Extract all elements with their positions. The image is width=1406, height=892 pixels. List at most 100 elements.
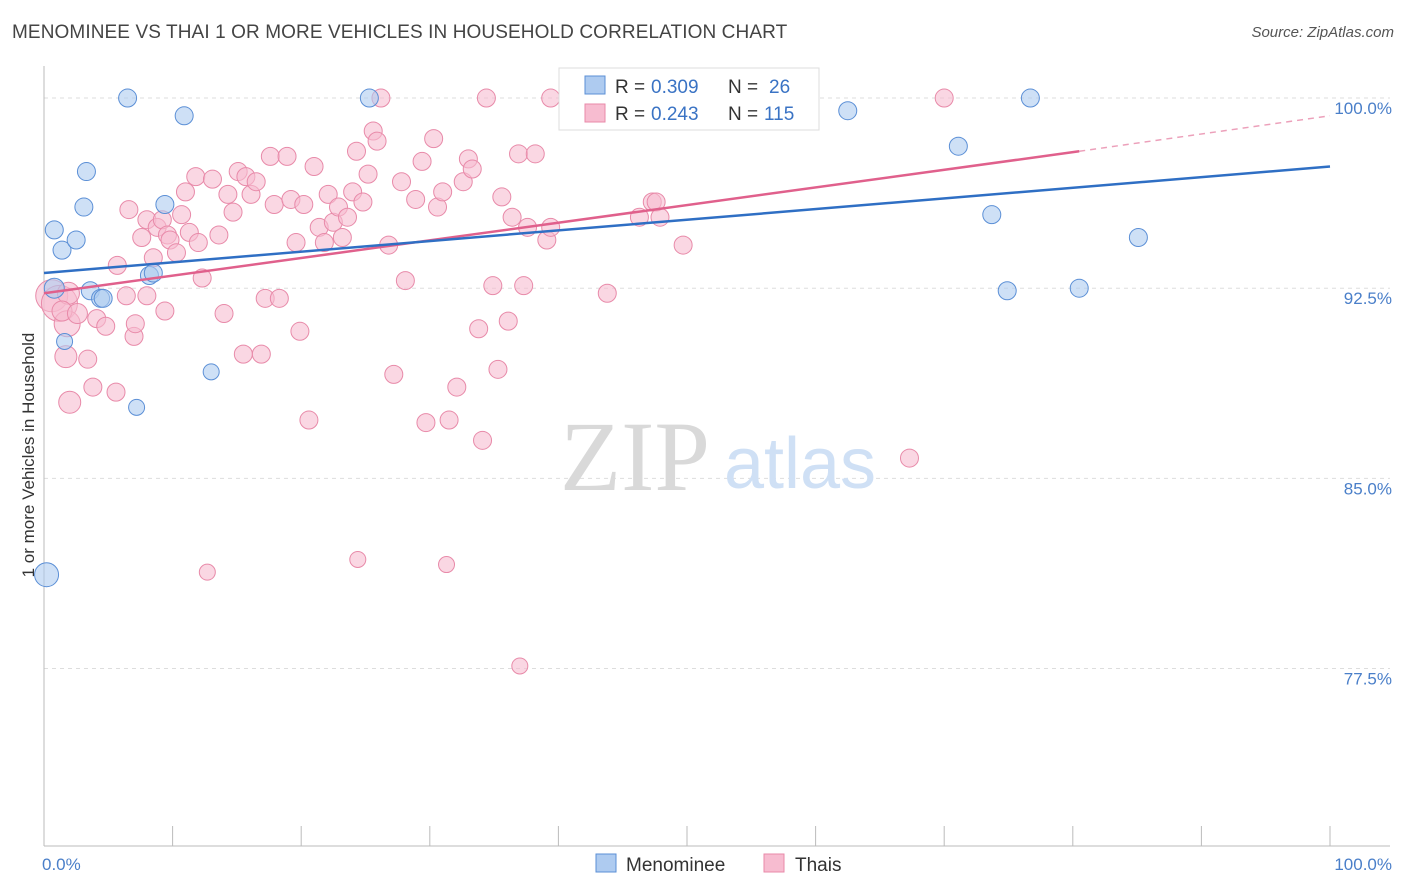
menominee-point-6 [76, 162, 96, 182]
menominee-point-11 [118, 88, 138, 108]
thai-point-114 [899, 448, 919, 468]
thai-point-66 [349, 550, 367, 568]
thai-point-65 [346, 141, 366, 161]
thai-trend-line-extension [1079, 115, 1331, 153]
bottom-legend-label-menominee: Menominee [626, 855, 725, 876]
menominee-point-17 [202, 363, 220, 381]
thai-point-5 [58, 390, 82, 414]
bottom-legend-label-thai: Thais [795, 855, 841, 876]
menominee-point-19 [838, 101, 858, 121]
thai-point-20 [137, 286, 157, 306]
menominee-point-24 [1069, 278, 1089, 298]
thai-point-11 [96, 316, 116, 336]
y-tick-label-1: 92.5% [1344, 289, 1392, 308]
thai-point-84 [447, 377, 467, 397]
watermark: ZIP atlas [560, 401, 876, 512]
thai-point-41 [233, 344, 253, 364]
menominee-point-4 [56, 332, 74, 350]
thai-point-58 [314, 233, 334, 253]
menominee-point-1 [43, 277, 65, 299]
y-axis-label: 1 or more Vehicles in Household [19, 333, 38, 578]
thai-point-90 [476, 88, 496, 108]
legend-swatch-menominee [584, 75, 606, 95]
thai-point-115 [934, 88, 954, 108]
thai-point-74 [392, 172, 412, 192]
thai-point-18 [132, 227, 152, 247]
thai-point-94 [498, 311, 518, 331]
legend-r-label-menominee: R = [615, 77, 650, 98]
thai-point-97 [514, 276, 534, 296]
thai-point-7 [66, 303, 88, 325]
thai-point-38 [218, 184, 238, 204]
y-tick-label-0: 100.0% [1334, 99, 1392, 118]
thai-point-82 [438, 556, 456, 574]
thai-point-55 [299, 410, 319, 430]
y-tick-label-2: 85.0% [1344, 479, 1392, 498]
thai-point-67 [353, 192, 373, 212]
thai-point-48 [264, 195, 284, 215]
thai-point-62 [332, 227, 352, 247]
thai-point-73 [384, 364, 404, 384]
menominee-point-21 [982, 205, 1002, 225]
thai-point-12 [106, 382, 126, 402]
thai-point-39 [223, 202, 243, 222]
thai-point-68 [358, 164, 378, 184]
watermark-atlas: atlas [724, 424, 876, 504]
thai-point-52 [286, 233, 306, 253]
thai-point-59 [318, 184, 338, 204]
thai-point-63 [337, 207, 357, 227]
legend-r-value-menominee: 0.309 [651, 77, 699, 98]
menominee-point-3 [52, 240, 72, 260]
thai-point-28 [172, 205, 192, 225]
thai-point-96 [509, 144, 529, 164]
stats-legend: R = 0.309 N = 26 R = 0.243 N = 115 [558, 67, 820, 131]
menominee-point-18 [359, 88, 379, 108]
menominee-point-22 [997, 281, 1017, 301]
thai-point-31 [186, 167, 206, 187]
menominee-point-16 [174, 106, 194, 126]
y-tick-label-3: 77.5% [1344, 670, 1392, 689]
thai-point-44 [246, 172, 266, 192]
thai-point-79 [424, 129, 444, 149]
menominee-point-10 [93, 288, 113, 308]
thai-point-35 [202, 169, 222, 189]
y-tick-labels: 100.0% 92.5% 85.0% 77.5% [1334, 99, 1392, 688]
menominee-point-25 [1128, 227, 1148, 247]
thai-points [35, 88, 954, 675]
legend-r-value-thai: 0.243 [651, 104, 699, 125]
thai-point-32 [188, 233, 208, 253]
thai-point-83 [439, 410, 459, 430]
thai-point-47 [260, 146, 280, 166]
menominee-point-23 [1020, 88, 1040, 108]
chart-title: MENOMINEE VS THAI 1 OR MORE VEHICLES IN … [12, 22, 788, 43]
watermark-zip: ZIP [560, 401, 710, 512]
menominee-point-15 [155, 195, 175, 215]
thai-point-9 [83, 377, 103, 397]
thai-point-53 [290, 321, 310, 341]
thai-point-14 [116, 286, 136, 306]
x-tick-label-0: 0.0% [42, 855, 81, 874]
thai-point-102 [541, 217, 561, 237]
trend-lines [43, 115, 1331, 295]
thai-point-76 [406, 189, 426, 209]
thai-point-54 [294, 195, 314, 215]
x-tick-labels: 0.0% 100.0% [42, 855, 1392, 874]
thai-point-93 [492, 187, 512, 207]
thai-point-33 [192, 268, 212, 288]
bottom-legend-swatch-menominee [595, 853, 617, 873]
legend-swatch-thai [584, 103, 606, 123]
thai-point-34 [198, 563, 216, 581]
thai-point-78 [416, 413, 436, 433]
thai-point-99 [511, 657, 529, 675]
legend-n-label-menominee: N = [728, 77, 763, 98]
thai-point-8 [78, 349, 98, 369]
thai-point-106 [597, 283, 617, 303]
thai-point-37 [214, 304, 234, 324]
thai-point-81 [433, 182, 453, 202]
thai-point-77 [412, 151, 432, 171]
thai-point-95 [502, 207, 522, 227]
thai-point-29 [175, 182, 195, 202]
thai-point-87 [462, 159, 482, 179]
legend-n-value-menominee: 26 [769, 77, 790, 98]
